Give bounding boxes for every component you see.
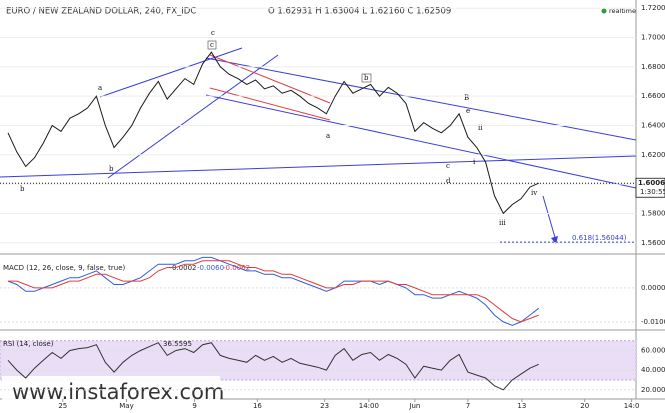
y-tick-label: 60.0000 [641,347,665,355]
countdown: 1:30:55 [640,188,665,196]
watermark-box [2,376,220,410]
wave-label: b [109,165,114,173]
x-tick-label: 25 [58,402,67,410]
wave-label: e [466,107,470,115]
trend-line [205,94,637,189]
wave-label: B [464,94,469,102]
wave-label: b [20,185,25,193]
x-tick-label: Jun [408,402,420,410]
price-label: 1.60060 [638,179,665,187]
y-tick-label: 1.62000 [641,151,665,159]
ohlc-readout: O 1.62931 H 1.63004 L 1.62160 C 1.62509 [268,7,451,17]
forecast-arrow [542,195,557,242]
wave-label: c [211,29,215,37]
y-tick-label: 1.68000 [641,63,665,71]
wave-label: a [326,132,330,140]
x-tick-label: 9 [192,402,196,410]
x-tick-label: 23 [320,402,329,410]
wave-label: ii [478,124,483,132]
realtime-status: realtime [609,7,636,15]
rsi-readout: 36.5595 [163,340,192,348]
wave-box [207,40,217,50]
macd-readout: -0.0060 [197,264,224,272]
x-tick-label: 16 [253,402,262,410]
trend-line [107,54,279,179]
chart-title: EURO / NEW ZEALAND DOLLAR, 240, FX_IDC [6,7,196,17]
y-tick-label: 40.0000 [641,366,665,374]
wave-label: c [210,41,214,49]
trend-line [0,155,637,178]
trend-line [209,54,331,104]
wave-box [361,73,372,83]
y-tick-label: 1.70000 [641,34,665,42]
price-box [635,177,665,198]
macd-title: MACD (12, 26, close, 9, false, true) [3,264,126,272]
wave-label: iv [531,189,537,197]
series-line [7,342,539,391]
x-tick-label: 14:0 [624,402,640,410]
y-tick-label: 1.58000 [641,209,665,217]
trend-line [99,47,243,98]
wave-label: iii [499,219,506,227]
y-tick-label: -0.0100 [641,318,665,326]
wave-label: a [98,84,102,92]
x-tick-label: 7 [466,402,470,410]
y-tick-label: 0.0000 [641,284,665,292]
wave-label: b [364,74,369,82]
macd-readout: -0.0062 [223,264,250,272]
series-line [8,260,539,323]
rsi-title: RSI (14, close) [3,340,54,348]
fib-label: 0.618(1.56044) [572,234,627,242]
y-tick-label: 1.66000 [641,92,665,100]
x-tick-label: May [119,402,133,410]
x-tick-label: 13 [517,402,526,410]
trend-line [209,87,331,121]
trend-line [205,57,637,141]
x-tick-label: 20 [580,402,589,410]
rsi-band [0,340,637,381]
y-tick-label: 20.0000 [641,386,665,394]
y-tick-label: 1.64000 [641,121,665,129]
wave-label: c [446,162,450,170]
watermark: www.instaforex.com [12,380,224,404]
wave-label: d [446,177,451,185]
wave-label: i [473,158,476,166]
y-tick-label: 1.56000 [641,239,665,247]
series-line [7,51,539,215]
x-tick-label: 14:00 [359,402,379,410]
realtime-dot [601,8,607,14]
macd-readout: 0.0002 [172,264,197,272]
